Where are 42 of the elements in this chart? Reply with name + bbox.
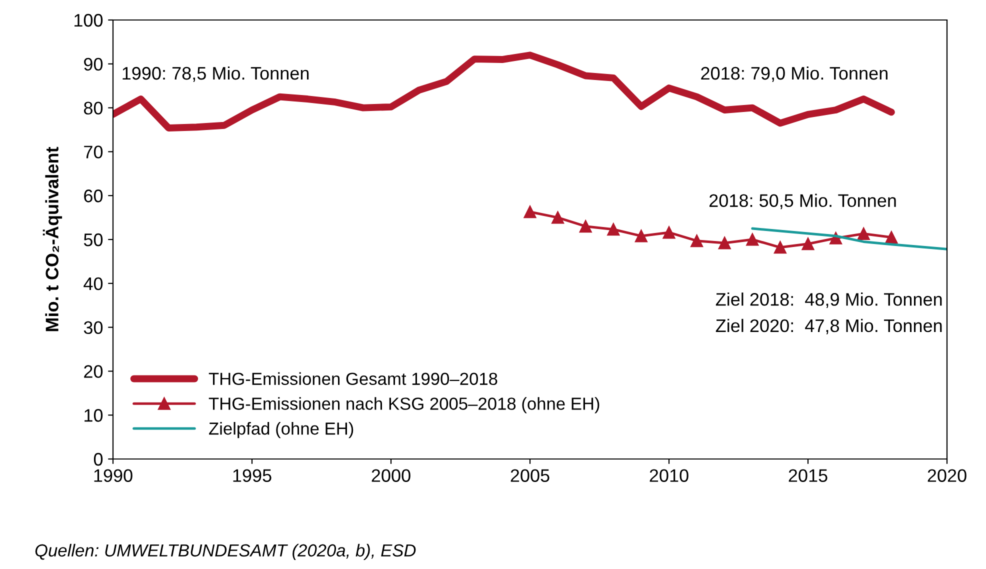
x-tick-label: 2000 bbox=[372, 469, 410, 482]
point bbox=[634, 230, 648, 242]
legend-label: THG-Emissionen Gesamt 1990–2018 bbox=[208, 372, 498, 386]
y-tick-label: 80 bbox=[84, 102, 103, 115]
annotation: Ziel 2018: 48,9 Mio. Tonnen bbox=[716, 292, 942, 308]
y-axis-title: Mio. t CO₂-Äquivalent bbox=[42, 146, 62, 332]
point bbox=[718, 236, 731, 250]
annotation: 2018: 79,0 Mio. Tonnen bbox=[701, 66, 888, 82]
point bbox=[524, 206, 536, 218]
annotation: 2018: 50,5 Mio. Tonnen bbox=[709, 194, 896, 210]
y-tick-label: 60 bbox=[84, 190, 103, 202]
point bbox=[607, 223, 620, 236]
legend-label: THG-Emissionen nach KSG 2005–2018 (ohne EH) bbox=[208, 397, 600, 414]
point bbox=[662, 226, 676, 239]
y-tick-label: 30 bbox=[84, 321, 103, 334]
x-tick-label: 1995 bbox=[233, 469, 272, 482]
point bbox=[774, 241, 786, 254]
y-tick-label: 100 bbox=[74, 14, 103, 27]
x-tick-label: 2010 bbox=[650, 469, 688, 482]
x-tick-label: 2005 bbox=[510, 469, 550, 482]
y-tick-label: 70 bbox=[84, 146, 103, 158]
x-tick-label: 1990 bbox=[94, 469, 132, 482]
point bbox=[552, 211, 564, 224]
source-note: Quellen: UMWELTBUNDESAMT (2020a, b), ESD bbox=[35, 544, 416, 560]
x-tick-label: 2020 bbox=[928, 469, 966, 482]
x-tick-label: 2015 bbox=[788, 469, 828, 482]
point bbox=[746, 233, 759, 246]
point bbox=[857, 228, 870, 240]
y-tick-label: 50 bbox=[84, 233, 103, 246]
point bbox=[802, 238, 814, 250]
y-tick-label: 0 bbox=[94, 452, 103, 466]
annotation: Ziel 2020: 47,8 Mio. Tonnen bbox=[716, 318, 942, 334]
point bbox=[690, 234, 704, 248]
point bbox=[885, 231, 898, 244]
point bbox=[579, 220, 592, 233]
line-series bbox=[751, 227, 947, 250]
y-tick-label: 90 bbox=[84, 58, 103, 71]
y-tick-label: 10 bbox=[84, 409, 103, 422]
y-tick-label: 20 bbox=[84, 365, 103, 378]
legend-label: Zielpfad (ohne EH) bbox=[209, 422, 354, 438]
annotation: 1990: 78,5 Mio. Tonnen bbox=[122, 66, 309, 82]
y-tick-label: 40 bbox=[84, 277, 103, 290]
